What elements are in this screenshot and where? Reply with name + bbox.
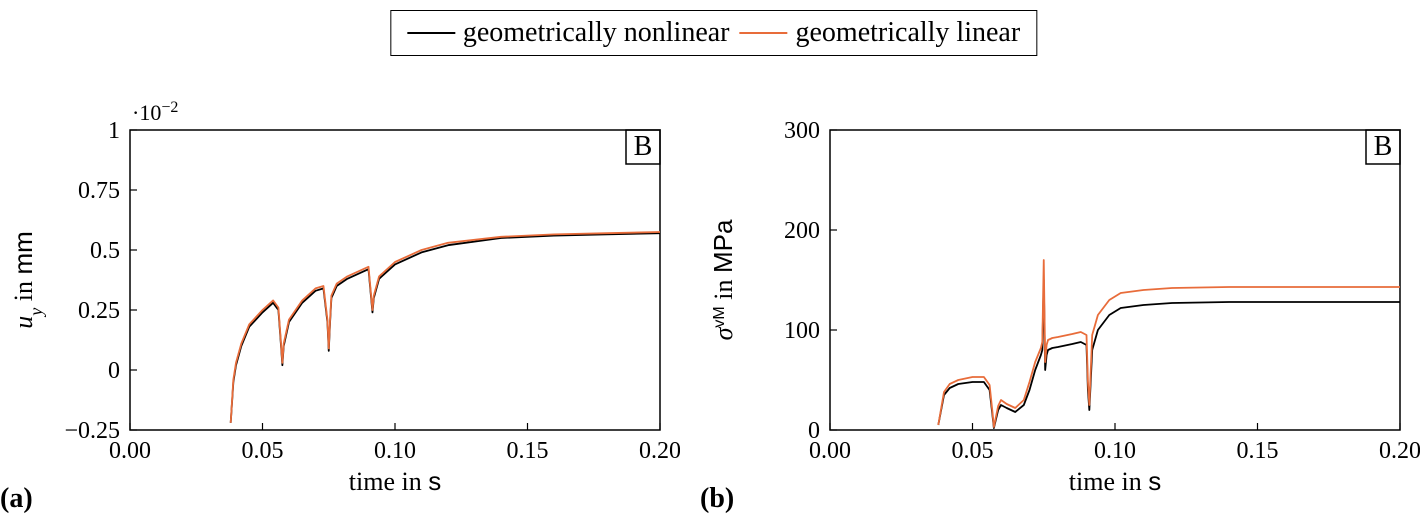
svg-text:0.20: 0.20 <box>639 438 680 464</box>
svg-text:time in s: time in s <box>1069 466 1161 496</box>
svg-text:0.10: 0.10 <box>1094 438 1136 464</box>
svg-text:uy in mm: uy in mm <box>8 231 46 329</box>
svg-text:0.15: 0.15 <box>1237 438 1279 464</box>
subplot-label-b: (b) <box>700 483 734 515</box>
svg-text:σvM in MPa: σvM in MPa <box>708 219 738 340</box>
svg-text:0: 0 <box>808 418 820 444</box>
svg-text:0.5: 0.5 <box>90 238 120 264</box>
legend-item-linear: geometrically linear <box>740 17 1021 49</box>
svg-text:200: 200 <box>784 218 820 244</box>
chart-a-svg: 0.000.050.100.150.20−0.2500.250.50.751ti… <box>0 90 680 510</box>
svg-text:1: 1 <box>108 118 120 144</box>
chart-b: 0.000.050.100.150.200100200300time in sσ… <box>700 90 1420 515</box>
svg-text:0.20: 0.20 <box>1379 438 1420 464</box>
svg-text:0.05: 0.05 <box>952 438 994 464</box>
svg-text:−0.25: −0.25 <box>64 418 120 444</box>
subplot-label-a: (a) <box>0 483 33 515</box>
legend-item-nonlinear: geometrically nonlinear <box>407 17 730 49</box>
svg-text:0: 0 <box>108 358 120 384</box>
svg-text:B: B <box>634 131 653 162</box>
svg-text:time in s: time in s <box>349 466 441 496</box>
legend: geometrically nonlinear geometrically li… <box>390 10 1037 56</box>
svg-text:0.15: 0.15 <box>507 438 549 464</box>
svg-text:300: 300 <box>784 118 820 144</box>
legend-line-linear <box>740 32 788 34</box>
svg-text:0.25: 0.25 <box>78 298 120 324</box>
svg-text:0.75: 0.75 <box>78 178 120 204</box>
svg-text:0.05: 0.05 <box>242 438 284 464</box>
svg-text:0.10: 0.10 <box>374 438 416 464</box>
legend-label-nonlinear: geometrically nonlinear <box>463 17 730 49</box>
svg-text:B: B <box>1374 131 1393 162</box>
legend-label-linear: geometrically linear <box>796 17 1021 49</box>
svg-text:·10−2: ·10−2 <box>132 99 178 126</box>
chart-b-svg: 0.000.050.100.150.200100200300time in sσ… <box>700 90 1420 510</box>
legend-line-nonlinear <box>407 32 455 34</box>
svg-text:100: 100 <box>784 318 820 344</box>
chart-a: 0.000.050.100.150.20−0.2500.250.50.751ti… <box>0 90 680 515</box>
